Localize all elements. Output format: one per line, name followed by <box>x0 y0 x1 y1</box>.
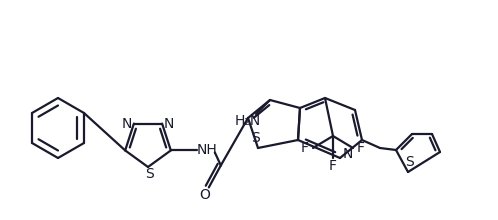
Text: NH: NH <box>196 143 217 158</box>
Text: S: S <box>250 131 259 145</box>
Text: F: F <box>357 141 365 155</box>
Text: F: F <box>329 159 337 173</box>
Text: N: N <box>164 117 174 131</box>
Text: N: N <box>122 117 132 131</box>
Text: O: O <box>199 188 210 202</box>
Text: S: S <box>144 167 153 181</box>
Text: H₂N: H₂N <box>235 114 261 128</box>
Text: F: F <box>301 141 309 155</box>
Text: S: S <box>406 155 414 169</box>
Text: N: N <box>343 147 353 161</box>
